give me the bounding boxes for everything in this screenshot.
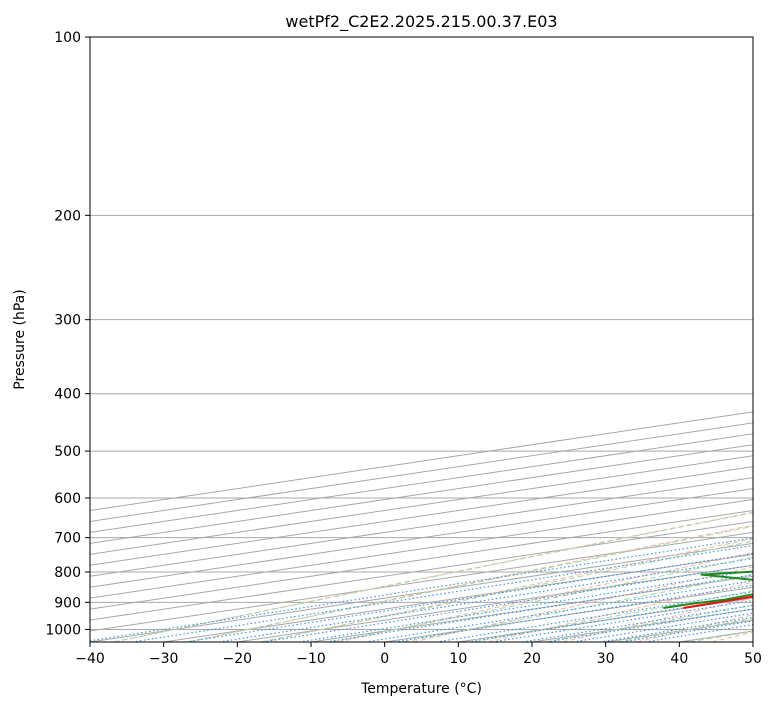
x-tick-label: −10: [296, 651, 326, 667]
grid-lines: [90, 37, 753, 642]
y-tick-label: 100: [54, 30, 81, 46]
isotherm-line: [90, 455, 753, 555]
y-tick-label: 700: [54, 531, 81, 547]
x-tick-label: 30: [597, 651, 615, 667]
x-tick-label: 20: [523, 651, 541, 667]
moist-adiabat-line: [403, 573, 753, 642]
isotherm-line: [752, 641, 753, 642]
x-tick-label: 50: [744, 651, 762, 667]
isotherm-line: [90, 444, 753, 544]
isotherm-line: [90, 531, 753, 632]
adiabat-lines: [90, 511, 753, 642]
x-axis-label: Temperature (°C): [360, 681, 482, 697]
moist-adiabat-line: [187, 525, 753, 642]
y-tick-label: 1000: [45, 622, 81, 638]
dry-adiabat-line: [412, 566, 753, 642]
y-tick-label: 500: [54, 444, 81, 460]
plot-frame: [89, 36, 754, 643]
x-tick-label: 10: [449, 651, 467, 667]
sounding-series: [663, 570, 753, 609]
isotherm-line: [458, 597, 753, 642]
temperature-line: [683, 595, 753, 609]
x-tick-label: −40: [75, 651, 105, 667]
isotherm-line: [90, 499, 753, 599]
mixing-ratio-line: [599, 616, 753, 642]
isotherm-line: [90, 509, 753, 610]
isotherm-line: [90, 542, 753, 642]
mixing-ratio-line: [218, 557, 753, 642]
dry-adiabat-line: [562, 597, 753, 642]
x-tick-label: −30: [149, 651, 179, 667]
dry-adiabat-line: [263, 538, 753, 642]
y-tick-label: 900: [54, 595, 81, 611]
mixing-ratio-line: [546, 608, 753, 642]
y-tick-label: 300: [54, 313, 81, 329]
dry-adiabat-line: [711, 631, 753, 642]
moist-adiabat-line: [260, 540, 753, 642]
isotherm-line: [90, 422, 753, 522]
y-tick-label: 200: [54, 208, 81, 224]
isotherm-line: [90, 411, 753, 511]
moist-adiabat-line: [616, 618, 753, 642]
isotherm-line: [384, 586, 753, 642]
y-tick-label: 600: [54, 491, 81, 507]
y-axis-label: Pressure (hPa): [12, 289, 28, 389]
mixing-ratio-line: [522, 604, 753, 642]
moist-adiabat-line: [544, 604, 753, 642]
isotherm-line: [531, 608, 753, 642]
mixing-ratio-line: [572, 612, 753, 642]
x-tick-label: 40: [670, 651, 688, 667]
chart-title: wetPf2_C2E2.2025.215.00.37.E03: [285, 12, 557, 32]
dry-adiabat-line: [636, 614, 753, 642]
y-axis: 100 200 300 400 500 600 700 800 900 1000: [45, 30, 90, 638]
y-tick-label: 400: [54, 387, 81, 403]
isotherm-line: [90, 466, 753, 566]
mixing-ratio-line: [131, 544, 753, 642]
moist-adiabat-line: [113, 512, 753, 642]
y-tick-label: 800: [54, 565, 81, 581]
mixing-ratio-line: [185, 553, 753, 642]
x-tick-label: 0: [380, 651, 389, 667]
x-axis: −40 −30 −20 −10 0 10 20 30 40 50: [75, 642, 762, 667]
isotherm-line: [90, 477, 753, 577]
isotherm-line: [679, 630, 753, 642]
mixing-ratio-line: [90, 537, 753, 642]
dry-adiabat-line: [188, 524, 753, 642]
mixing-ratio-line: [492, 599, 753, 642]
isotherm-line: [90, 433, 753, 533]
x-tick-label: −20: [223, 651, 253, 667]
isotherm-line: [90, 520, 753, 621]
dewpoint-line: [663, 570, 753, 609]
isotherm-line: [90, 488, 753, 588]
dry-adiabat-line: [114, 511, 753, 642]
